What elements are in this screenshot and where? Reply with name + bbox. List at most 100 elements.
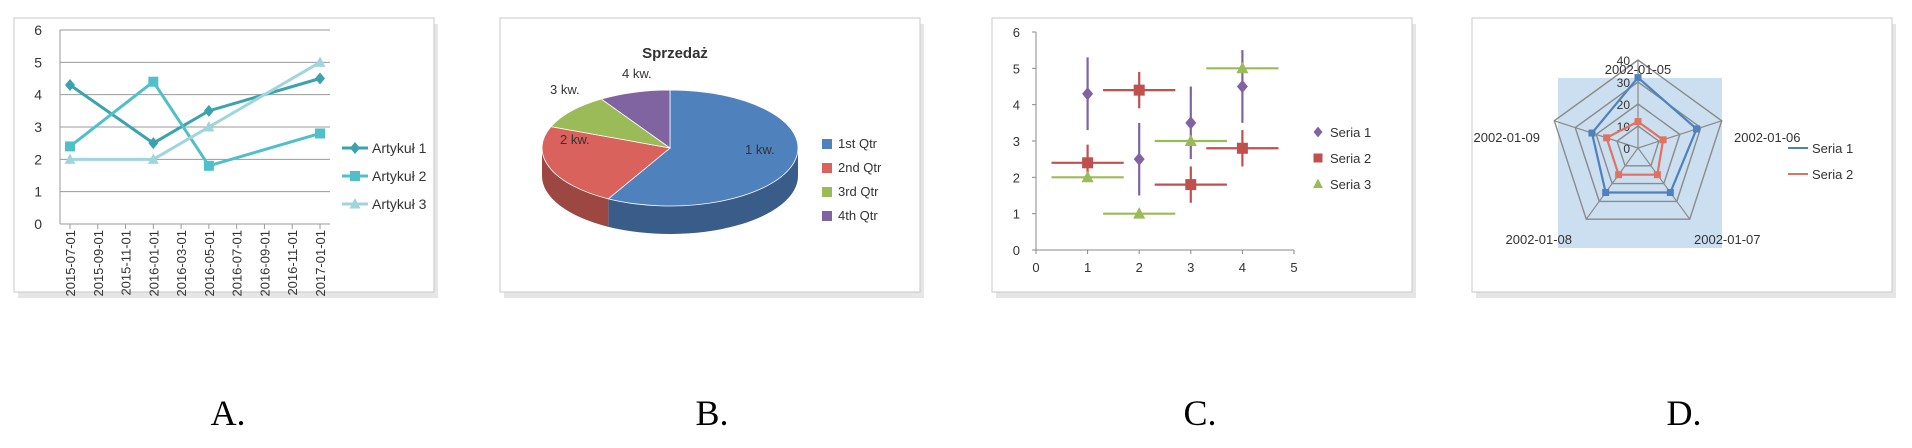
slice-label: 2 kw. <box>560 132 590 147</box>
r-tick-label: 20 <box>1617 98 1631 112</box>
y-tick-label: 6 <box>1013 25 1020 40</box>
radar-gridline <box>1574 81 1702 203</box>
legend-marker <box>350 142 360 154</box>
x-tick-label: 2015-11-01 <box>119 230 134 296</box>
r-tick-label: 40 <box>1617 54 1631 68</box>
x-tick-label: 0 <box>1032 260 1039 275</box>
caption-d: D. <box>1666 393 1702 433</box>
pie-chart: Sprzedaż 1 kw. 2 kw. 3 kw. 4 kw. 1st Qtr 2nd Q… <box>499 17 924 298</box>
legend-swatch <box>822 139 832 149</box>
legend-label: Seria 3 <box>1330 177 1371 192</box>
y-tick-label: 2 <box>34 151 42 167</box>
y-tick-label: 2 <box>1013 170 1020 185</box>
series-2-point <box>315 128 325 139</box>
series-2-point <box>1185 179 1197 191</box>
x-tick-label: 1 <box>1084 260 1091 275</box>
series-2-point <box>1133 84 1145 96</box>
series-2-point <box>1236 142 1248 154</box>
scatter-chart: 0 1 2 3 4 5 6 0 1 2 3 4 5 Seria 1 Seria 2 Seria 3 <box>991 17 1416 298</box>
r-tick-label: 0 <box>1623 142 1630 156</box>
radar-spoke <box>1637 120 1722 149</box>
series-1-point <box>1236 79 1248 94</box>
line-chart: 0 1 2 3 4 5 6 2015-07-01 2015-09-01 2015-11-01 201… <box>13 17 438 298</box>
caption-b: B. <box>695 393 729 433</box>
y-tick-label: 6 <box>34 22 42 38</box>
legend-label: Seria 1 <box>1812 141 1853 156</box>
series-line-3 <box>70 61 321 161</box>
r-tick-label: 30 <box>1617 76 1631 90</box>
y-tick-label: 5 <box>1013 61 1020 76</box>
category-label: 2002-01-05 <box>1605 62 1672 77</box>
y-tick-label: 3 <box>1013 134 1020 149</box>
series-1-point <box>1588 129 1596 137</box>
category-label: 2002-01-08 <box>1506 232 1573 247</box>
legend-label: 2nd Qtr <box>838 160 882 175</box>
series-3-point <box>64 153 76 164</box>
caption-c: C. <box>1183 393 1217 433</box>
series-3-point <box>1236 61 1249 74</box>
chart-d-panel: 0 10 20 30 40 2002-01-05 2002-01-06 2002-01-07 2… <box>1471 17 1902 300</box>
category-label: 2002-01-09 <box>1474 130 1541 145</box>
series-1-point <box>148 137 159 150</box>
chart-c-panel: 0 1 2 3 4 5 6 0 1 2 3 4 5 Seria 1 Seria 2 Seria 3 <box>991 17 1422 300</box>
legend-label: Seria 1 <box>1330 125 1371 140</box>
radar-gridline <box>1616 125 1660 167</box>
legend-label: 1st Qtr <box>838 136 878 151</box>
x-tick-label: 2015-07-01 <box>63 230 78 297</box>
series-3-point <box>1081 170 1094 183</box>
chart-a-panel: 0 1 2 3 4 5 6 2015-07-01 2015-09-01 2015-11-01 201… <box>13 17 444 300</box>
x-tick-label: 2016-03-01 <box>174 230 189 297</box>
legend-swatch <box>822 187 832 197</box>
y-tick-label: 0 <box>34 216 42 232</box>
series-line-1 <box>1590 76 1698 194</box>
chart-title: Sprzedaż <box>642 45 708 62</box>
pie-slice-4 <box>600 89 671 149</box>
series-3-point <box>203 121 215 132</box>
y-tick-label: 0 <box>1013 243 1020 258</box>
x-tick-label: 4 <box>1239 260 1246 275</box>
radar-gridline <box>1595 103 1681 185</box>
series-2-point <box>65 141 75 152</box>
legend-marker <box>1313 126 1323 138</box>
y-tick-label: 3 <box>34 119 42 135</box>
series-1-point <box>1133 152 1145 166</box>
series-3-point <box>1184 134 1197 146</box>
category-label: 2002-01-07 <box>1694 232 1761 247</box>
series-3-point <box>314 56 326 67</box>
legend-marker <box>349 198 361 209</box>
x-tick-label: 2016-01-01 <box>146 230 161 297</box>
x-tick-label: 2017-01-01 <box>313 230 328 297</box>
legend-label: Artykuł 2 <box>372 168 427 184</box>
legend-label: 3rd Qtr <box>838 184 879 199</box>
legend-label: Artykuł 3 <box>372 196 427 212</box>
x-tick-label: 2016-07-01 <box>230 230 245 296</box>
y-tick-label: 5 <box>34 54 42 70</box>
legend-marker <box>350 171 360 181</box>
series-1-point <box>203 104 214 117</box>
legend-marker <box>1313 178 1323 189</box>
series-1-point <box>1082 87 1094 101</box>
series-2-point <box>1634 118 1642 126</box>
y-tick-label: 4 <box>34 87 42 103</box>
series-2-point <box>203 160 214 171</box>
legend-swatch <box>822 163 832 173</box>
radar-gridline <box>1553 59 1723 220</box>
pie-slice-2 <box>541 126 671 200</box>
y-tick-label: 1 <box>1013 207 1020 222</box>
series-1-point <box>1185 116 1197 130</box>
x-tick-label: 5 <box>1290 260 1297 275</box>
caption-a: A. <box>210 393 246 433</box>
chart-b-panel: Sprzedaż 1 kw. 2 kw. 3 kw. 4 kw. 1st Qtr 2nd Q… <box>499 17 930 300</box>
series-3-point <box>147 153 159 164</box>
series-2-point <box>1653 171 1661 179</box>
slice-label: 4 kw. <box>622 66 652 81</box>
pie-slice-1 <box>607 89 799 207</box>
x-tick-label: 2 <box>1136 260 1143 275</box>
slice-label: 1 kw. <box>745 142 775 157</box>
series-2-point <box>1082 157 1094 169</box>
legend-label: Artykuł 1 <box>372 140 427 156</box>
category-label: 2002-01-06 <box>1734 130 1801 145</box>
series-1-point <box>1693 125 1701 133</box>
legend-label: 4th Qtr <box>838 208 878 223</box>
panel-frame <box>13 17 435 293</box>
